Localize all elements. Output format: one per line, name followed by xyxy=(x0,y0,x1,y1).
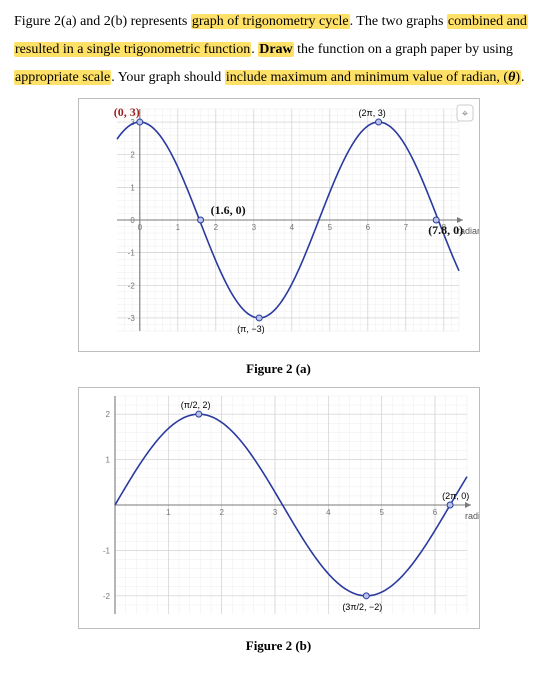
svg-text:-2: -2 xyxy=(127,281,135,290)
svg-text:-1: -1 xyxy=(127,249,135,258)
figure-2b-caption: Figure 2 (b) xyxy=(14,638,543,654)
figure-2a-caption: Figure 2 (a) xyxy=(14,361,543,377)
svg-text:(2π, 3): (2π, 3) xyxy=(358,108,385,118)
t: . The two graphs xyxy=(350,14,447,29)
svg-text:1: 1 xyxy=(175,223,180,232)
svg-text:⌖: ⌖ xyxy=(461,108,467,120)
svg-text:(3π/2, −2): (3π/2, −2) xyxy=(342,602,382,612)
svg-text:-1: -1 xyxy=(102,546,110,555)
svg-text:4: 4 xyxy=(289,223,294,232)
figure-2a-chart: 012345678-3-2-10123radian(0, 3)(1.6, 0)(… xyxy=(78,98,480,352)
svg-text:7: 7 xyxy=(403,223,408,232)
svg-text:4: 4 xyxy=(326,508,331,517)
svg-text:2: 2 xyxy=(219,508,224,517)
t: Figure 2(a) and 2(b) represents xyxy=(14,14,191,29)
svg-text:(2π, 0): (2π, 0) xyxy=(442,491,469,501)
highlight: resulted in a single trigonometric funct… xyxy=(14,42,251,57)
highlight: include maximum and minimum value of rad… xyxy=(225,70,521,85)
figure-2b-chart: 1 2 3 4 5 6 -2 -1 1 2 radian (π/2, 2) (2π, 0) (3π/2, … xyxy=(78,387,480,629)
svg-text:3: 3 xyxy=(272,508,277,517)
svg-text:radian: radian xyxy=(465,511,479,521)
t: . Your graph should xyxy=(111,70,225,85)
svg-text:1: 1 xyxy=(130,183,135,192)
t: . xyxy=(521,70,525,85)
svg-text:(7.8, 0): (7.8, 0) xyxy=(428,223,463,237)
svg-text:5: 5 xyxy=(327,223,332,232)
highlight: graph of trigonometry cycle xyxy=(191,14,350,29)
svg-text:0: 0 xyxy=(130,216,135,225)
svg-text:-2: -2 xyxy=(102,592,110,601)
highlight: combined and xyxy=(447,14,528,29)
t: the function on a graph paper by using xyxy=(294,42,513,57)
svg-text:(π/2, 2): (π/2, 2) xyxy=(180,400,210,410)
svg-text:2: 2 xyxy=(213,223,218,232)
svg-text:-3: -3 xyxy=(127,314,135,323)
svg-text:3: 3 xyxy=(251,223,256,232)
highlight: Draw xyxy=(258,42,293,57)
svg-text:(1.6, 0): (1.6, 0) xyxy=(210,203,245,217)
svg-text:5: 5 xyxy=(379,508,384,517)
question-text: Figure 2(a) and 2(b) represents graph of… xyxy=(14,8,543,92)
highlight: appropriate scale xyxy=(14,70,111,85)
svg-text:6: 6 xyxy=(365,223,370,232)
svg-text:2: 2 xyxy=(130,151,135,160)
svg-text:1: 1 xyxy=(166,508,171,517)
svg-text:0: 0 xyxy=(137,223,142,232)
svg-text:(0, 3): (0, 3) xyxy=(113,105,139,119)
svg-text:(π, −3): (π, −3) xyxy=(237,324,264,334)
svg-text:6: 6 xyxy=(432,508,437,517)
svg-text:1: 1 xyxy=(105,456,110,465)
svg-text:2: 2 xyxy=(105,410,110,419)
